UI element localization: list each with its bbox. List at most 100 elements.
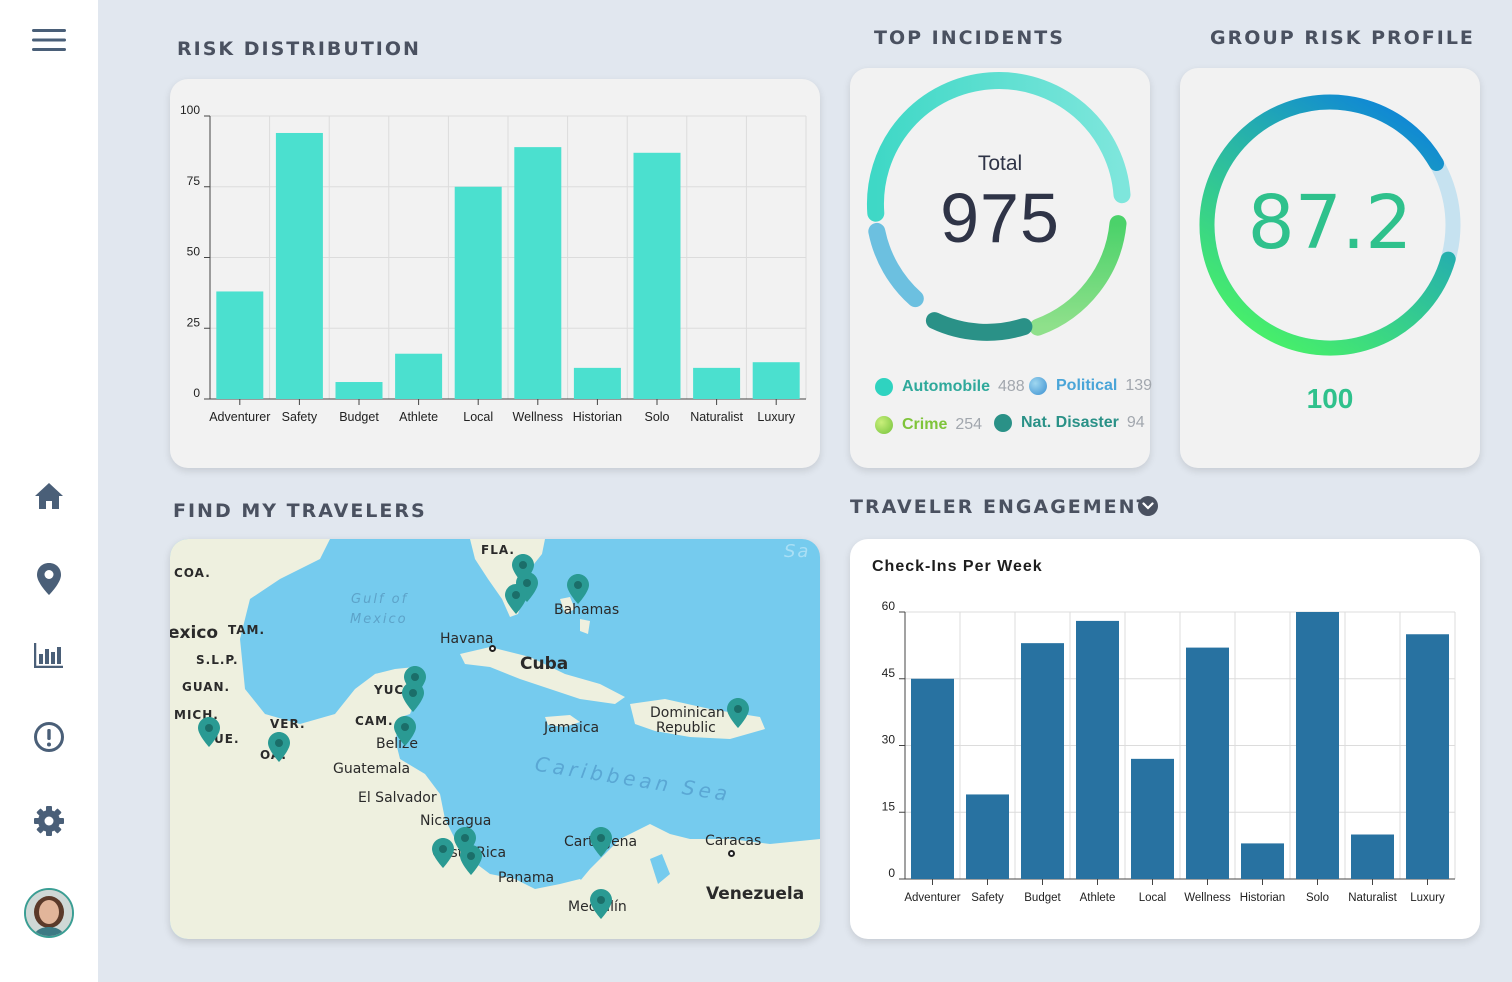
nav-settings[interactable] [29,801,69,841]
menu-button[interactable] [29,20,69,60]
traveler-pin[interactable] [198,717,220,747]
legend-label: Political [1056,377,1118,394]
y-tick-label: 45 [882,666,896,680]
traveler-pin[interactable] [727,698,749,728]
x-tick-label: Athlete [1080,892,1116,904]
legend-dot [1029,377,1047,395]
traveler-pin[interactable] [590,827,612,857]
x-tick-label: Local [1139,892,1167,904]
x-tick-label: Safety [282,410,318,424]
bar[interactable] [275,132,323,400]
map-label-guatemala: Guatemala [333,761,411,777]
x-tick-label: Luxury [757,410,795,424]
legend-label: Crime [902,416,948,433]
havana-dot [489,645,496,652]
map-label-venezuela: Venezuela [706,884,805,904]
traveler-pin[interactable] [268,732,290,762]
bar[interactable] [1131,758,1174,879]
x-tick-label: Solo [644,410,669,424]
map-label-dominican: Dominican [650,705,725,721]
travelers-map[interactable]: FLA. COA. exico TAM. S.L.P. GUAN. MICH. … [170,539,820,939]
bar[interactable] [1021,643,1064,879]
legend-crime[interactable]: Crime 254 [875,416,982,434]
chevron-down-icon[interactable] [1138,496,1158,516]
home-icon [35,483,63,509]
bar[interactable] [1186,647,1229,879]
incidents-arc-crime[interactable] [1029,215,1127,336]
legend-count: 254 [955,416,983,433]
traveler-pin[interactable] [505,584,527,614]
map-label-caracas: Caracas [705,833,762,849]
group-risk-card: 87.2 100 [1180,68,1480,468]
nav-alerts[interactable] [29,717,69,757]
map-label-gulf: Gulf of [351,592,409,607]
bar[interactable] [752,362,800,399]
y-tick-label: 0 [193,386,200,400]
total-value: 975 [940,179,1060,257]
traveler-pin[interactable] [394,716,416,746]
legend-count: 94 [1126,414,1145,431]
top-incidents-card: Total 975 Automobile 488 Political 139 C… [850,68,1152,468]
nav-home[interactable] [29,476,69,516]
bar[interactable] [633,152,681,399]
bar[interactable] [1076,620,1119,879]
engagement-chart: Check-Ins Per Week 0 15 30 45 60 Adventurer Saf… [872,558,1456,904]
legend-count: 488 [998,378,1025,395]
bar[interactable] [966,794,1009,879]
traveler-pin[interactable] [567,574,589,604]
incidents-arc-automobile[interactable] [866,72,1131,222]
x-tick-label: Adventurer [209,410,270,424]
top-incidents-title: TOP INCIDENTS [874,27,1065,49]
y-tick-label: 100 [180,103,200,117]
legend-automobile[interactable]: Automobile 488 [875,378,1025,396]
bar[interactable] [911,678,954,879]
map-label-panama: Panama [498,870,555,886]
x-tick-label: Wellness [513,410,563,424]
traveler-engagement-title[interactable]: TRAVELER ENGAGEMENT [850,496,1152,518]
map-label-jamaica: Jamaica [544,720,600,736]
nav-locations[interactable] [29,559,69,599]
y-tick-label: 30 [882,733,896,747]
x-tick-label: Solo [1306,892,1329,904]
bar[interactable] [573,367,621,399]
bar[interactable] [1241,843,1284,879]
caracas-dot [728,850,735,857]
x-tick-label: Naturalist [1348,892,1397,904]
risk-distribution-chart: 0 25 50 75 100 Adventurer Safety Budget Athlete L… [180,103,807,424]
legend-label: Automobile [902,378,990,395]
x-tick-label: Wellness [1184,892,1231,904]
incidents-arc-political[interactable] [868,222,924,308]
bar[interactable] [335,382,383,399]
map-label-republic: Republic [656,720,716,736]
map-label-coa: COA. [174,566,211,580]
avatar[interactable] [24,888,74,938]
bar[interactable] [454,186,502,399]
group-risk-profile-title: GROUP RISK PROFILE [1210,27,1475,49]
traveler-engagement-card: Check-Ins Per Week 0 15 30 45 60 Adventurer Saf… [850,539,1480,939]
bar[interactable] [395,353,443,399]
traveler-pin[interactable] [590,889,612,919]
y-tick-label: 60 [882,599,896,613]
traveler-pin[interactable] [460,845,482,875]
traveler-pin[interactable] [402,682,424,712]
legend-political[interactable]: Political 139 [1029,377,1152,395]
engagement-chart-title: Check-Ins Per Week [872,558,1043,575]
risk-distribution-title: RISK DISTRIBUTION [177,38,421,60]
map-label-guan: GUAN. [182,680,231,694]
y-tick-label: 25 [187,315,201,329]
bar[interactable] [1406,634,1449,879]
x-tick-label: Local [463,410,493,424]
menu-icon [32,29,66,51]
legend-nat-disaster[interactable]: Nat. Disaster 94 [994,414,1145,432]
incidents-arc-nat-disaster[interactable] [925,312,1033,341]
nav-analytics[interactable] [29,635,69,675]
bar[interactable] [1351,834,1394,880]
bar[interactable] [514,147,562,399]
map-label-nicaragua: Nicaragua [420,813,492,829]
traveler-pin[interactable] [432,838,454,868]
map-label-gulf-mexico: Mexico [350,612,408,627]
bar[interactable] [1296,612,1339,879]
map-label-havana: Havana [440,631,494,647]
bar[interactable] [216,291,264,399]
bar[interactable] [693,367,741,399]
